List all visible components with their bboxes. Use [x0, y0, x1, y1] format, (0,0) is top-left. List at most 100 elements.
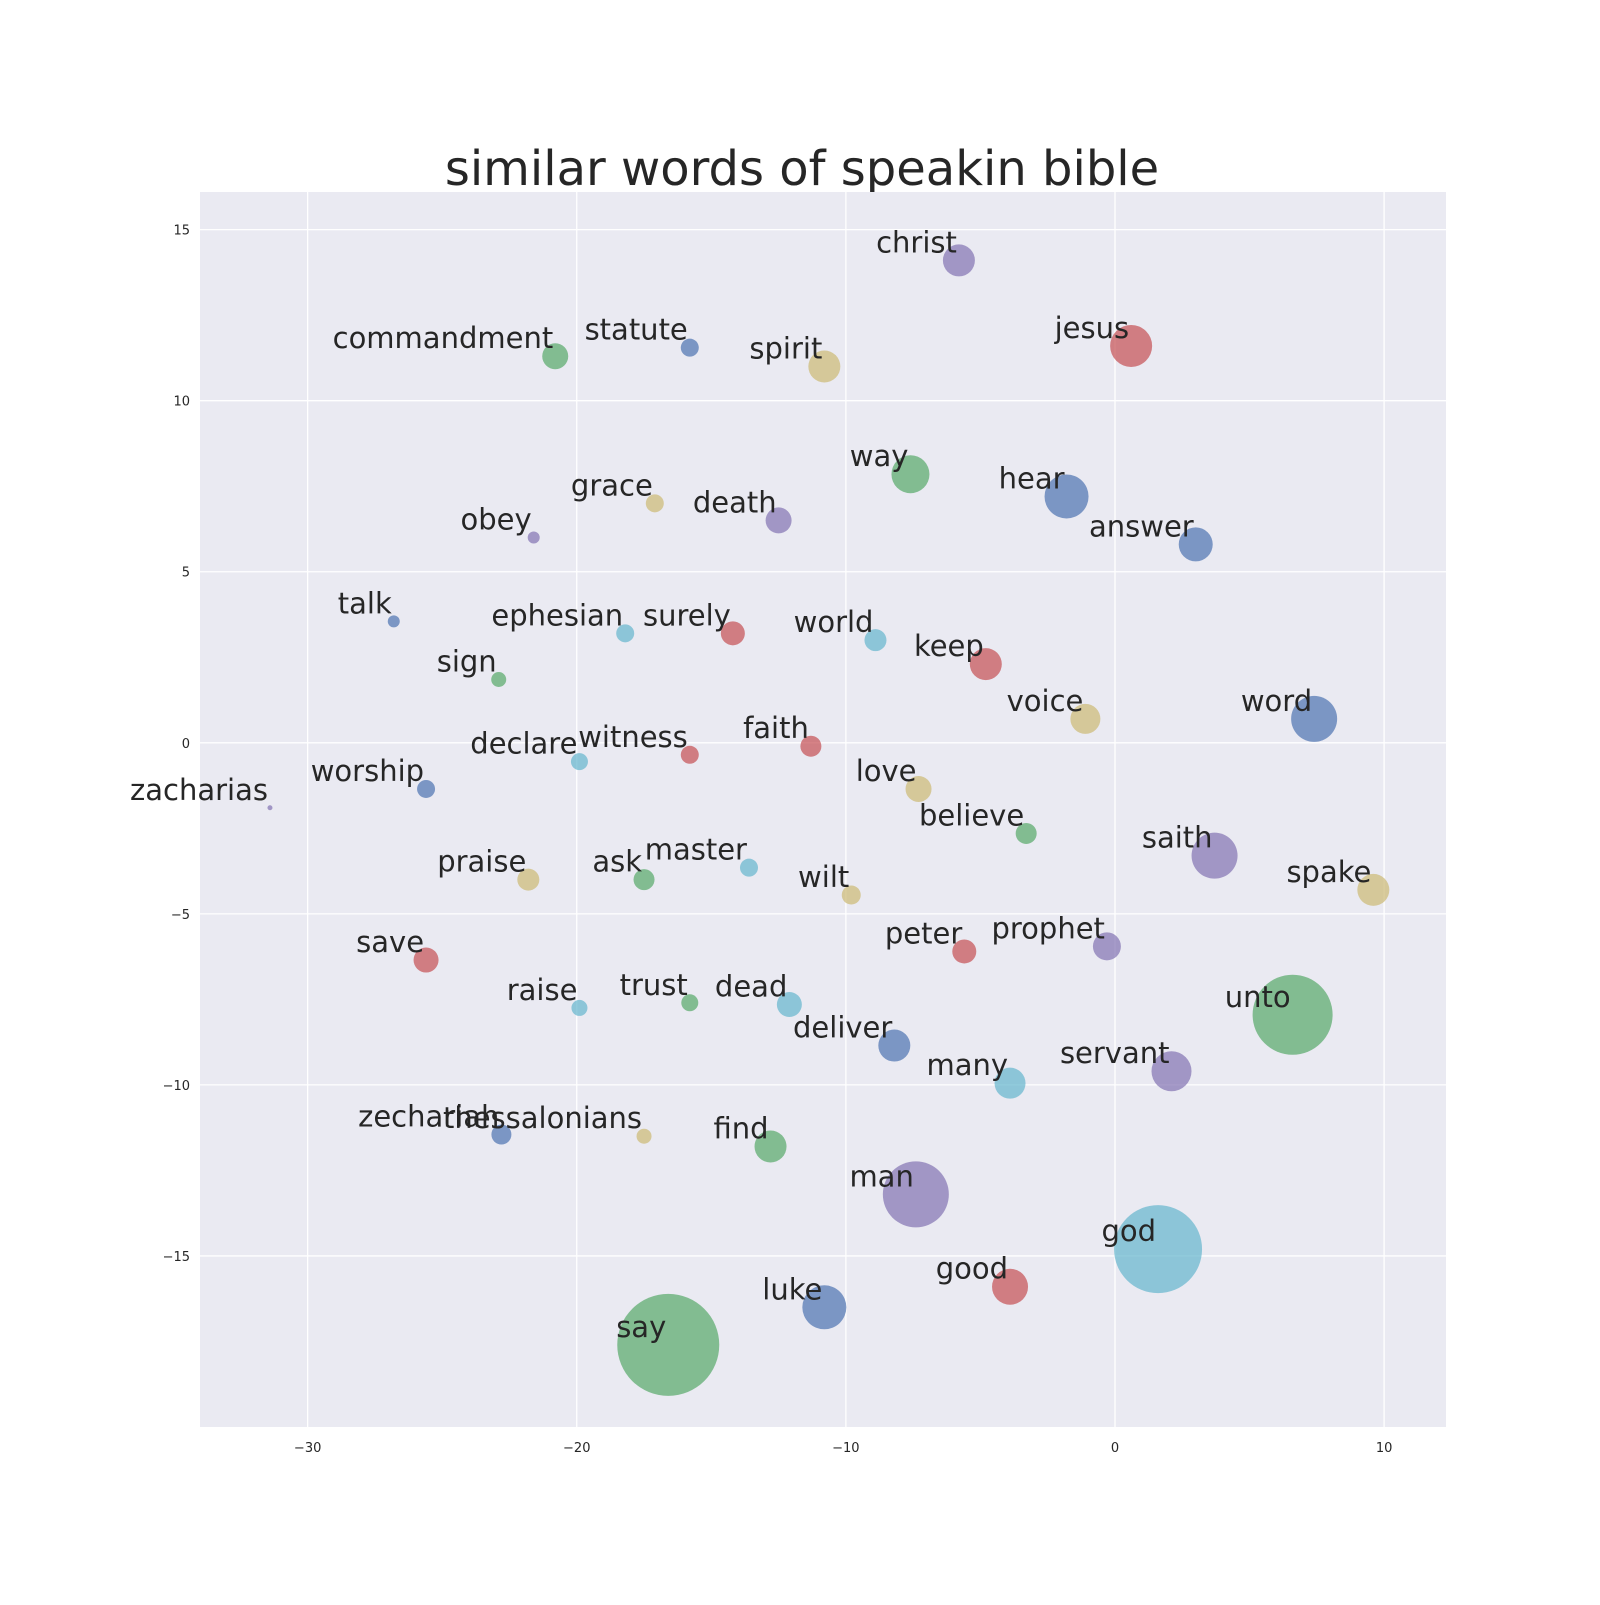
data-point-way — [891, 455, 930, 494]
data-point-say — [617, 1293, 720, 1396]
data-point-find — [754, 1130, 787, 1163]
data-label-spake: spake — [1286, 855, 1371, 889]
data-point-master — [739, 858, 758, 877]
data-label-talk: talk — [338, 586, 392, 620]
data-point-dead — [776, 992, 802, 1017]
data-point-zechariah — [491, 1124, 512, 1145]
data-point-servant — [1151, 1051, 1192, 1092]
data-label-find: find — [713, 1111, 768, 1145]
data-label-hear: hear — [999, 461, 1065, 495]
chart-title: similar words of speakin bible — [445, 141, 1159, 197]
data-label-grace: grace — [571, 468, 653, 502]
data-label-man: man — [849, 1159, 913, 1193]
data-label-believe: believe — [919, 798, 1024, 832]
data-point-sign — [491, 672, 507, 687]
data-point-praise — [517, 868, 540, 891]
data-point-commandment — [542, 343, 569, 370]
x-tick-label: −10 — [832, 1441, 859, 1456]
data-point-answer — [1178, 527, 1213, 562]
data-point-surely — [720, 621, 745, 646]
data-label-luke: luke — [762, 1272, 822, 1306]
data-point-raise — [571, 999, 588, 1016]
data-label-declare: declare — [470, 727, 577, 761]
data-label-trust: trust — [620, 968, 688, 1002]
data-label-worship: worship — [311, 754, 424, 788]
data-point-peter — [952, 939, 977, 964]
data-label-sign: sign — [437, 645, 497, 679]
y-tick-label: 5 — [182, 566, 190, 581]
data-label-unto: unto — [1225, 980, 1291, 1014]
data-label-jesus: jesus — [1054, 311, 1130, 345]
y-tick-label: 10 — [173, 395, 190, 410]
data-point-saith — [1191, 832, 1238, 879]
data-label-witness: witness — [578, 720, 688, 754]
data-point-word — [1291, 695, 1338, 742]
data-point-prophet — [1092, 932, 1121, 961]
data-label-keep: keep — [914, 629, 984, 663]
data-label-statute: statute — [585, 313, 688, 347]
data-point-man — [882, 1161, 949, 1228]
data-point-good — [992, 1268, 1029, 1305]
data-point-statute — [680, 338, 699, 357]
data-point-obey — [527, 531, 540, 544]
data-label-zacharias: zacharias — [130, 773, 268, 807]
data-point-voice — [1070, 703, 1101, 734]
data-label-world: world — [794, 605, 874, 639]
data-point-christ — [942, 244, 975, 277]
data-label-spirit: spirit — [749, 331, 822, 365]
data-point-witness — [680, 745, 699, 764]
data-label-way: way — [850, 439, 909, 473]
data-label-praise: praise — [437, 845, 526, 879]
tick-labels: −30 −20 −10 0 10 15 10 5 0 −5 −10 −15 — [163, 224, 1393, 1456]
data-label-master: master — [645, 833, 747, 867]
data-point-ask — [633, 869, 655, 891]
data-label-raise: raise — [507, 973, 578, 1007]
data-point-death — [765, 507, 792, 534]
y-tick-label: 15 — [173, 224, 190, 239]
data-label-christ: christ — [876, 225, 957, 259]
data-point-spake — [1357, 873, 1390, 906]
data-label-love: love — [856, 754, 917, 788]
data-point-zacharias — [267, 805, 273, 811]
y-tick-label: −5 — [171, 908, 190, 923]
data-label-word: word — [1241, 684, 1312, 718]
data-point-declare — [570, 753, 588, 771]
x-tick-label: −20 — [563, 1441, 590, 1456]
data-label-answer: answer — [1089, 509, 1194, 543]
data-point-thessalonians — [636, 1128, 652, 1144]
data-point-worship — [417, 779, 436, 798]
data-label-ephesian: ephesian — [491, 598, 623, 632]
data-label-servant: servant — [1060, 1036, 1170, 1070]
data-label-wilt: wilt — [798, 860, 849, 894]
data-point-deliver — [878, 1029, 911, 1062]
data-points — [267, 244, 1390, 1396]
data-point-faith — [800, 735, 822, 757]
data-label-thessalonians: thessalonians — [443, 1101, 642, 1135]
x-tick-label: −30 — [294, 1441, 321, 1456]
data-label-good: good — [936, 1252, 1008, 1286]
data-label-death: death — [693, 485, 777, 519]
data-label-voice: voice — [1007, 684, 1084, 718]
x-tick-label: 0 — [1111, 1441, 1119, 1456]
data-label-say: say — [616, 1310, 666, 1344]
data-label-save: save — [356, 925, 424, 959]
data-labels: christ commandment statute spirit jesus way he… — [130, 225, 1371, 1343]
data-label-god: god — [1101, 1214, 1156, 1248]
data-label-prophet: prophet — [991, 911, 1104, 945]
plot-area — [200, 192, 1446, 1427]
grid-lines — [200, 192, 1446, 1427]
data-point-hear — [1044, 474, 1089, 519]
data-label-saith: saith — [1142, 821, 1213, 855]
data-point-spirit — [808, 350, 841, 383]
data-label-ask: ask — [592, 845, 642, 879]
y-tick-label: −15 — [163, 1250, 190, 1265]
data-point-ephesian — [616, 624, 635, 643]
data-point-god — [1114, 1205, 1203, 1294]
data-label-dead: dead — [715, 970, 787, 1004]
data-point-believe — [1015, 822, 1037, 844]
data-label-obey: obey — [461, 503, 532, 537]
data-label-deliver: deliver — [793, 1011, 892, 1045]
data-point-wilt — [841, 885, 861, 905]
data-point-many — [994, 1067, 1026, 1099]
